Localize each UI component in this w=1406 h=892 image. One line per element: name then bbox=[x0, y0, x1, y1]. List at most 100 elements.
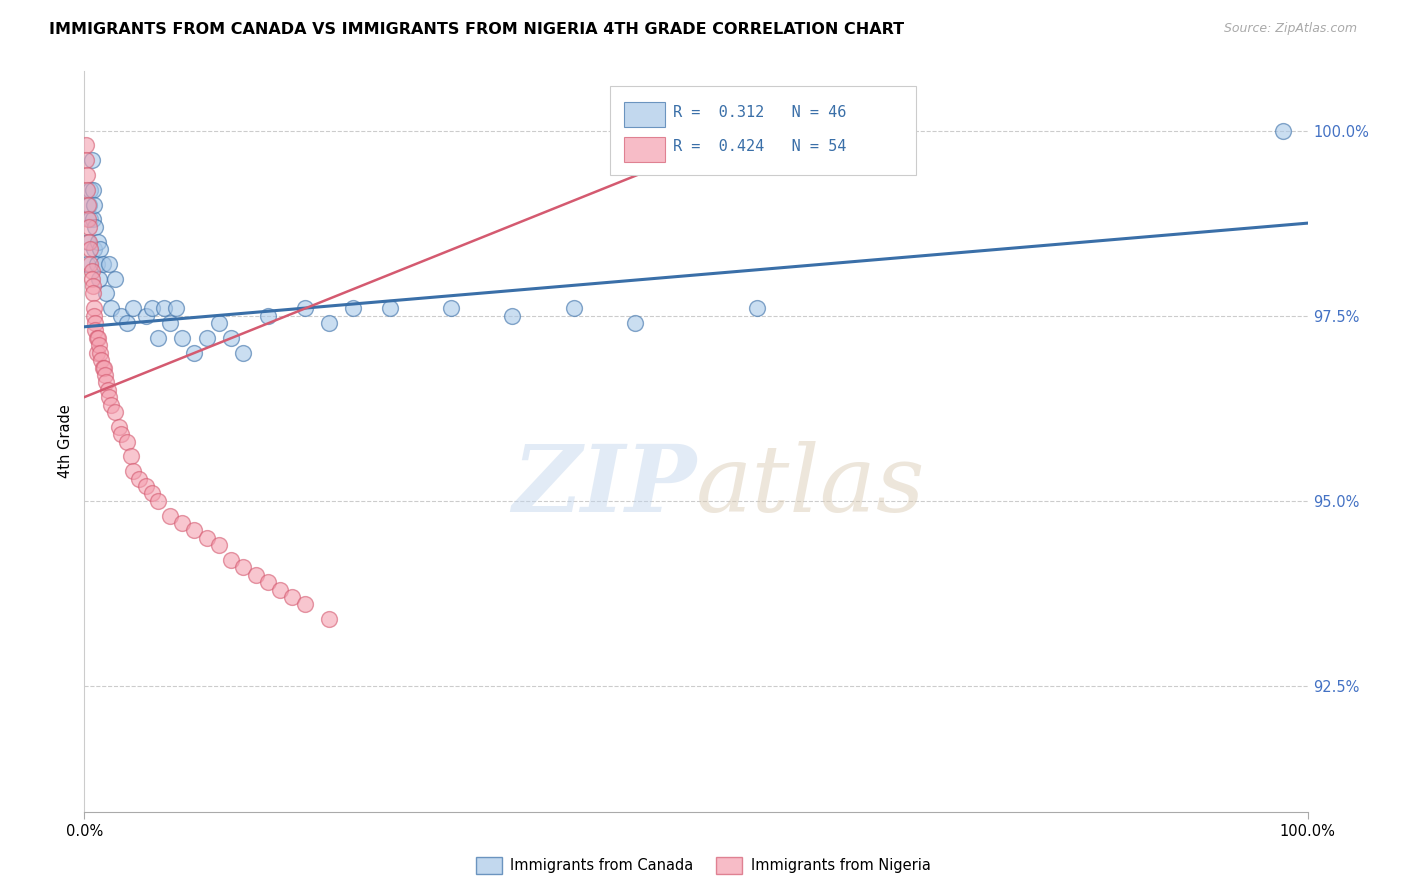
Point bbox=[79, 242, 101, 256]
Point bbox=[257, 575, 280, 590]
Text: ZIP: ZIP bbox=[512, 441, 696, 531]
Point bbox=[87, 338, 110, 352]
Point bbox=[1272, 123, 1295, 137]
Point bbox=[110, 427, 132, 442]
Point bbox=[87, 235, 110, 249]
Point bbox=[90, 353, 112, 368]
Point bbox=[172, 516, 194, 530]
Point bbox=[440, 301, 463, 316]
Point bbox=[94, 368, 117, 382]
Point bbox=[84, 324, 107, 338]
Y-axis label: 4th Grade: 4th Grade bbox=[58, 405, 73, 478]
Point bbox=[84, 316, 107, 330]
FancyBboxPatch shape bbox=[610, 87, 917, 175]
Point bbox=[86, 257, 108, 271]
Point bbox=[77, 212, 100, 227]
Point bbox=[195, 531, 218, 545]
Point bbox=[165, 301, 187, 316]
Point bbox=[146, 331, 169, 345]
Point bbox=[79, 212, 101, 227]
Point bbox=[245, 567, 267, 582]
Point bbox=[747, 301, 769, 316]
Point bbox=[183, 524, 205, 538]
Point bbox=[159, 316, 181, 330]
Point bbox=[80, 271, 103, 285]
Text: atlas: atlas bbox=[696, 441, 925, 531]
Point bbox=[77, 197, 100, 211]
Point bbox=[380, 301, 402, 316]
Point bbox=[77, 197, 100, 211]
Point bbox=[86, 331, 108, 345]
Point bbox=[97, 383, 120, 397]
Point bbox=[75, 153, 97, 168]
Point bbox=[82, 279, 104, 293]
Point bbox=[100, 398, 122, 412]
Point bbox=[172, 331, 194, 345]
Point bbox=[97, 257, 120, 271]
Point bbox=[91, 360, 114, 375]
Point bbox=[83, 242, 105, 256]
Point bbox=[80, 153, 103, 168]
Point bbox=[93, 360, 115, 375]
Point bbox=[159, 508, 181, 523]
Point bbox=[219, 331, 242, 345]
Point bbox=[624, 316, 647, 330]
Point bbox=[294, 598, 316, 612]
Point bbox=[257, 309, 280, 323]
Point bbox=[318, 612, 340, 626]
Point bbox=[100, 301, 122, 316]
Point bbox=[141, 486, 163, 500]
Point bbox=[82, 286, 104, 301]
Point bbox=[87, 271, 110, 285]
Point bbox=[141, 301, 163, 316]
Point bbox=[96, 376, 118, 390]
Point bbox=[84, 219, 107, 234]
FancyBboxPatch shape bbox=[624, 136, 665, 161]
Point bbox=[75, 138, 97, 153]
Point bbox=[135, 309, 157, 323]
Point bbox=[82, 183, 104, 197]
Point bbox=[135, 479, 157, 493]
Point bbox=[269, 582, 291, 597]
Point bbox=[122, 464, 145, 478]
Text: IMMIGRANTS FROM CANADA VS IMMIGRANTS FROM NIGERIA 4TH GRADE CORRELATION CHART: IMMIGRANTS FROM CANADA VS IMMIGRANTS FRO… bbox=[49, 22, 904, 37]
Point bbox=[76, 257, 98, 271]
Point bbox=[208, 316, 231, 330]
Point bbox=[219, 553, 242, 567]
Point bbox=[82, 212, 104, 227]
Point bbox=[79, 183, 101, 197]
FancyBboxPatch shape bbox=[624, 102, 665, 127]
Text: Source: ZipAtlas.com: Source: ZipAtlas.com bbox=[1223, 22, 1357, 36]
Point bbox=[183, 345, 205, 359]
Point bbox=[79, 257, 101, 271]
Point bbox=[146, 493, 169, 508]
Point bbox=[97, 390, 120, 404]
Point bbox=[122, 301, 145, 316]
Point bbox=[562, 301, 585, 316]
Point bbox=[195, 331, 218, 345]
Point bbox=[128, 472, 150, 486]
Point bbox=[76, 183, 98, 197]
Point bbox=[83, 301, 105, 316]
Point bbox=[104, 271, 127, 285]
Point bbox=[115, 434, 138, 449]
Point bbox=[83, 309, 105, 323]
Point bbox=[110, 309, 132, 323]
Point bbox=[115, 316, 138, 330]
Point bbox=[91, 257, 114, 271]
Point bbox=[96, 286, 118, 301]
Point bbox=[86, 345, 108, 359]
Point bbox=[104, 405, 127, 419]
Point bbox=[83, 197, 105, 211]
Point bbox=[294, 301, 316, 316]
Point bbox=[153, 301, 176, 316]
Point bbox=[232, 345, 254, 359]
Point bbox=[77, 219, 100, 234]
Point bbox=[342, 301, 364, 316]
Point bbox=[232, 560, 254, 574]
Text: R =  0.424   N = 54: R = 0.424 N = 54 bbox=[672, 139, 846, 154]
Point bbox=[77, 235, 100, 249]
Point bbox=[76, 168, 98, 182]
Point bbox=[77, 235, 100, 249]
Point bbox=[120, 450, 142, 464]
